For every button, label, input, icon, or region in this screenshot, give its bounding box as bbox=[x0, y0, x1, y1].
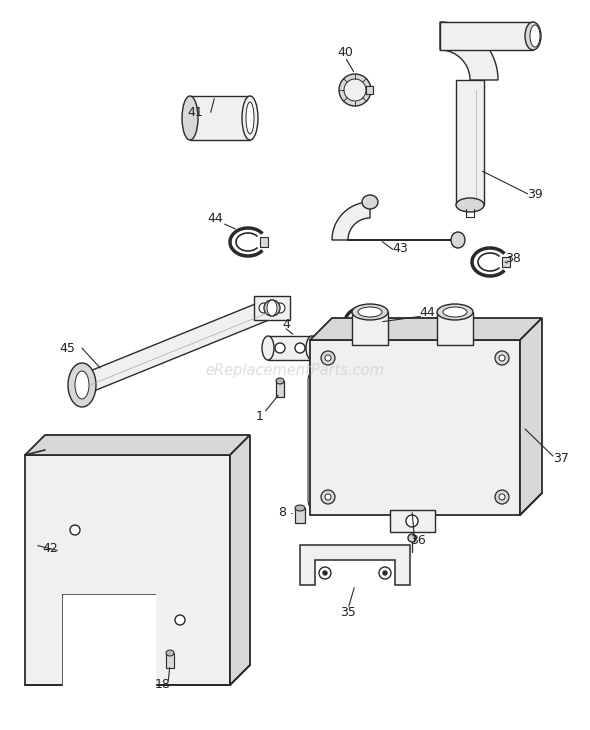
Polygon shape bbox=[230, 435, 250, 685]
Polygon shape bbox=[260, 237, 268, 247]
Circle shape bbox=[406, 515, 418, 527]
Polygon shape bbox=[254, 296, 290, 320]
Polygon shape bbox=[190, 96, 250, 140]
Ellipse shape bbox=[242, 96, 258, 140]
Ellipse shape bbox=[68, 363, 96, 407]
Ellipse shape bbox=[246, 102, 254, 134]
Ellipse shape bbox=[267, 300, 277, 316]
Circle shape bbox=[70, 525, 80, 535]
Text: 45: 45 bbox=[59, 342, 75, 355]
Polygon shape bbox=[300, 545, 410, 585]
Ellipse shape bbox=[530, 25, 540, 47]
Polygon shape bbox=[310, 318, 542, 340]
Ellipse shape bbox=[362, 195, 378, 209]
Polygon shape bbox=[390, 510, 435, 532]
Ellipse shape bbox=[443, 307, 467, 317]
Ellipse shape bbox=[306, 336, 318, 360]
Polygon shape bbox=[502, 257, 510, 267]
Circle shape bbox=[379, 567, 391, 579]
Polygon shape bbox=[25, 455, 230, 685]
Circle shape bbox=[321, 351, 335, 365]
Text: 37: 37 bbox=[553, 451, 569, 464]
Circle shape bbox=[339, 74, 371, 106]
Text: 39: 39 bbox=[527, 188, 543, 201]
Circle shape bbox=[175, 615, 185, 625]
Circle shape bbox=[321, 490, 335, 504]
Ellipse shape bbox=[182, 96, 198, 140]
Circle shape bbox=[383, 571, 387, 575]
Text: 42: 42 bbox=[42, 542, 58, 555]
Ellipse shape bbox=[295, 505, 305, 511]
Text: 38: 38 bbox=[505, 252, 521, 264]
Polygon shape bbox=[310, 340, 520, 515]
Polygon shape bbox=[78, 299, 276, 394]
Circle shape bbox=[275, 343, 285, 353]
Circle shape bbox=[495, 351, 509, 365]
Ellipse shape bbox=[75, 371, 89, 399]
Polygon shape bbox=[440, 22, 533, 50]
Polygon shape bbox=[440, 22, 498, 80]
Polygon shape bbox=[520, 318, 542, 515]
Text: 41: 41 bbox=[187, 106, 203, 118]
Polygon shape bbox=[268, 336, 312, 360]
Circle shape bbox=[325, 494, 331, 500]
Text: 44: 44 bbox=[207, 212, 223, 225]
Ellipse shape bbox=[451, 232, 465, 248]
Text: 44: 44 bbox=[419, 307, 435, 320]
Text: 40: 40 bbox=[337, 45, 353, 58]
Circle shape bbox=[264, 300, 280, 316]
Circle shape bbox=[325, 355, 331, 361]
Circle shape bbox=[495, 490, 509, 504]
Polygon shape bbox=[437, 312, 473, 345]
Circle shape bbox=[295, 343, 305, 353]
Circle shape bbox=[344, 79, 366, 101]
Polygon shape bbox=[366, 86, 373, 94]
Circle shape bbox=[323, 571, 327, 575]
Circle shape bbox=[259, 303, 269, 313]
Polygon shape bbox=[295, 508, 305, 523]
Circle shape bbox=[319, 567, 331, 579]
Ellipse shape bbox=[262, 336, 274, 360]
Ellipse shape bbox=[276, 378, 284, 384]
Text: 4: 4 bbox=[282, 318, 290, 331]
Text: 1: 1 bbox=[256, 410, 264, 423]
Text: 18: 18 bbox=[155, 678, 171, 691]
Circle shape bbox=[275, 303, 285, 313]
Polygon shape bbox=[456, 80, 484, 205]
Polygon shape bbox=[276, 381, 284, 397]
Polygon shape bbox=[379, 317, 387, 327]
Polygon shape bbox=[25, 435, 250, 455]
Ellipse shape bbox=[456, 198, 484, 212]
Ellipse shape bbox=[525, 22, 541, 50]
Text: 36: 36 bbox=[410, 534, 426, 547]
Text: 35: 35 bbox=[340, 605, 356, 618]
Ellipse shape bbox=[437, 304, 473, 320]
Ellipse shape bbox=[358, 307, 382, 317]
Polygon shape bbox=[332, 202, 458, 240]
Ellipse shape bbox=[166, 650, 174, 656]
Polygon shape bbox=[166, 653, 174, 668]
Bar bbox=[63, 595, 155, 685]
Circle shape bbox=[499, 494, 505, 500]
Polygon shape bbox=[352, 312, 388, 345]
Ellipse shape bbox=[352, 304, 388, 320]
Text: eReplacementParts.com: eReplacementParts.com bbox=[205, 363, 385, 377]
Circle shape bbox=[499, 355, 505, 361]
Circle shape bbox=[408, 534, 416, 542]
Text: 43: 43 bbox=[392, 242, 408, 255]
Text: 8: 8 bbox=[278, 505, 286, 518]
